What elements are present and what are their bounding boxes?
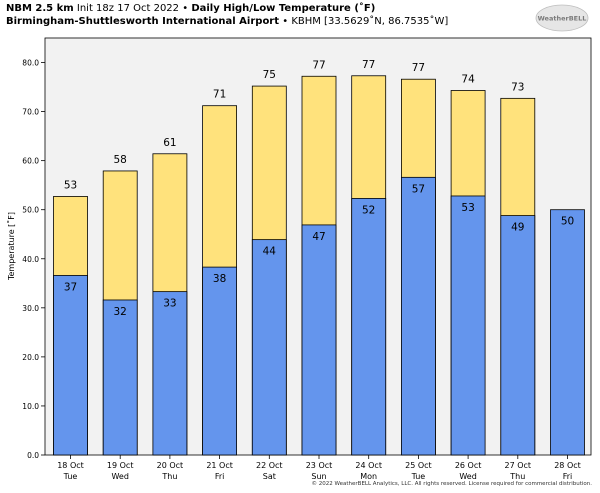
x-tick-date-label: 23 Oct <box>306 461 333 470</box>
low-temp-bar <box>351 198 387 456</box>
copyright-footer: © 2022 WeatherBELL Analytics, LLC. All r… <box>311 481 592 487</box>
low-temp-bar <box>500 215 536 456</box>
low-temp-label: 57 <box>412 183 425 195</box>
low-temp-bar <box>202 266 238 456</box>
y-tick-label: 50.0 <box>22 206 39 215</box>
x-tick-date-label: 24 Oct <box>355 461 382 470</box>
y-tick-label: 60.0 <box>22 157 39 166</box>
x-tick-date-label: 22 Oct <box>256 461 283 470</box>
y-tick-label: 30.0 <box>22 304 39 313</box>
low-temp-bar <box>301 224 337 456</box>
chart-title: Daily High/Low Temperature (˚F) <box>191 3 376 14</box>
low-temp-label: 38 <box>213 273 226 285</box>
y-tick-label: 10.0 <box>22 402 39 411</box>
high-temp-label: 75 <box>263 69 276 81</box>
low-temp-bar <box>152 291 188 456</box>
y-tick-label: 40.0 <box>22 255 39 264</box>
low-temp-label: 49 <box>511 222 524 234</box>
low-temp-label: 44 <box>263 246 277 258</box>
logo-text: WeatherBELL <box>538 15 587 23</box>
high-temp-label: 73 <box>511 81 524 93</box>
x-tick-date-label: 28 Oct <box>554 461 581 470</box>
low-temp-label: 37 <box>64 281 77 293</box>
x-axis: 18 Oct Tue 19 Oct Wed 20 Oct Thu 21 Oct Fri 22 O… <box>57 455 581 481</box>
low-temp-label: 47 <box>312 231 325 243</box>
low-temp-bar <box>450 195 486 456</box>
x-tick-weekday-label: Wed <box>111 472 128 481</box>
high-temp-label: 77 <box>312 59 325 71</box>
x-tick-weekday-label: Wed <box>459 472 476 481</box>
x-tick-weekday-label: Mon <box>360 472 377 481</box>
x-tick-date-label: 20 Oct <box>157 461 184 470</box>
x-tick-weekday-label: Thu <box>161 472 177 481</box>
separator: • <box>282 16 289 27</box>
init-time: Init 18z 17 Oct 2022 <box>76 3 180 14</box>
high-temp-label: 58 <box>114 154 127 166</box>
high-temp-label: 77 <box>412 62 425 74</box>
separator: • <box>182 3 189 14</box>
station-info: KBHM [33.5629˚N, 86.7535˚W] <box>291 16 449 27</box>
chart-header-line-1: NBM 2.5 km Init 18z 17 Oct 2022 • Daily … <box>6 3 375 14</box>
low-temp-label: 52 <box>362 204 375 216</box>
y-tick-label: 70.0 <box>22 108 39 117</box>
x-tick-date-label: 19 Oct <box>107 461 134 470</box>
x-tick-date-label: 26 Oct <box>455 461 482 470</box>
low-temp-bar <box>550 209 585 456</box>
low-temp-label: 32 <box>114 306 127 318</box>
low-temp-bar <box>53 275 88 456</box>
x-tick-date-label: 21 Oct <box>206 461 233 470</box>
high-temp-label: 77 <box>362 59 375 71</box>
y-tick-label: 80.0 <box>22 59 39 68</box>
y-axis-label: Temperature [˚F] <box>6 212 16 281</box>
chart-header-line-2: Birmingham-Shuttlesworth International A… <box>6 16 448 27</box>
low-temp-label: 33 <box>163 298 176 310</box>
station-name: Birmingham-Shuttlesworth International A… <box>6 16 280 27</box>
y-tick-label: 20.0 <box>22 353 39 362</box>
x-tick-weekday-label: Tue <box>411 472 426 481</box>
low-temp-bar <box>251 239 287 456</box>
x-tick-date-label: 25 Oct <box>405 461 432 470</box>
high-temp-label: 61 <box>163 137 176 149</box>
low-temp-bar <box>400 176 436 456</box>
high-temp-label: 53 <box>64 179 77 191</box>
model-name: NBM 2.5 km <box>6 3 74 14</box>
high-temp-label: 74 <box>461 73 475 85</box>
x-tick-weekday-label: Fri <box>215 472 225 481</box>
x-tick-weekday-label: Sun <box>311 472 326 481</box>
low-temp-label: 50 <box>561 216 574 228</box>
weatherbell-logo: WeatherBELL <box>535 4 589 32</box>
y-tick-label: 0.0 <box>27 451 39 460</box>
low-temp-bar <box>102 299 138 456</box>
high-temp-label: 71 <box>213 89 226 101</box>
x-tick-weekday-label: Thu <box>509 472 525 481</box>
x-tick-date-label: 27 Oct <box>505 461 532 470</box>
x-tick-date-label: 18 Oct <box>57 461 84 470</box>
x-tick-weekday-label: Fri <box>563 472 573 481</box>
x-tick-weekday-label: Sat <box>263 472 276 481</box>
low-temp-label: 53 <box>461 202 474 214</box>
y-axis: 0.0 10.0 20.0 30.0 40.0 50.0 60.0 70.0 80.0 <box>22 59 45 460</box>
x-tick-weekday-label: Tue <box>63 472 78 481</box>
